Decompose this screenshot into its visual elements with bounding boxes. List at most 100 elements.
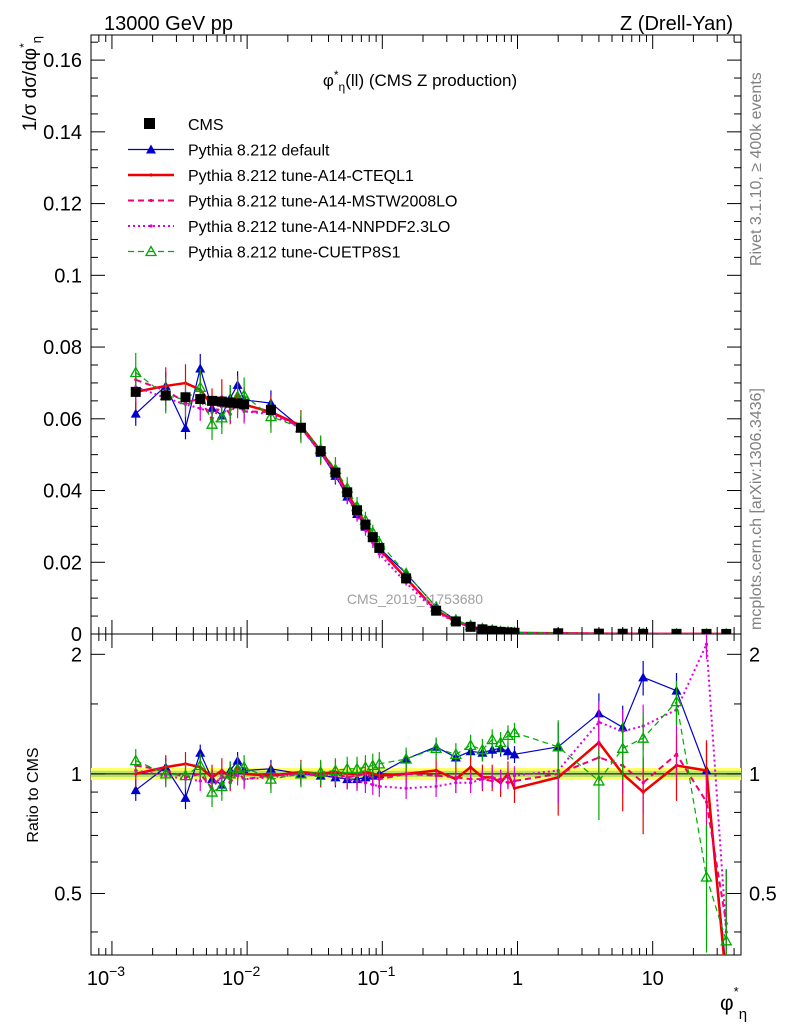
legend-marker bbox=[144, 118, 155, 129]
ratio-marker bbox=[314, 765, 327, 777]
ratio-marker bbox=[469, 765, 473, 769]
cms-data-point bbox=[342, 487, 353, 498]
ratio-line-1 bbox=[135, 676, 726, 955]
ratio-marker bbox=[552, 740, 565, 752]
cms-data-point bbox=[352, 505, 363, 516]
ratio-marker bbox=[404, 786, 408, 790]
ratio-marker bbox=[508, 726, 521, 738]
ratio-marker bbox=[592, 774, 606, 786]
cms-data-point bbox=[721, 628, 732, 634]
legend-marker bbox=[149, 198, 153, 203]
legend-label: Pythia 8.212 default bbox=[188, 143, 330, 160]
cms-data-point bbox=[487, 625, 498, 634]
ratio-y-tick-label: 1 bbox=[71, 764, 82, 786]
series-marker bbox=[264, 410, 278, 422]
ratio-frame bbox=[90, 633, 742, 956]
series-marker bbox=[371, 541, 375, 545]
ratio-marker bbox=[180, 792, 191, 802]
cms-data-point bbox=[374, 542, 385, 553]
ratio-marker bbox=[130, 785, 141, 795]
ratio-marker bbox=[674, 752, 679, 756]
legend-label: Pythia 8.212 tune-A14-CTEQL1 bbox=[188, 168, 414, 185]
legend-label: Pythia 8.212 tune-A14-MSTW2008LO bbox=[188, 194, 457, 211]
cms-data-point bbox=[315, 446, 326, 457]
ratio-marker bbox=[638, 672, 649, 682]
ratio-marker bbox=[509, 749, 520, 759]
ratio-marker bbox=[494, 736, 507, 748]
plot-title: φ*η(ll) (CMS Z production) bbox=[323, 68, 517, 94]
ratio-marker bbox=[404, 772, 408, 776]
cms-data-point bbox=[232, 398, 243, 409]
x-tick-label: 10−3 bbox=[87, 963, 125, 990]
ratio-marker bbox=[486, 733, 499, 745]
ratio-marker bbox=[359, 760, 372, 772]
ratio-marker bbox=[464, 739, 477, 750]
ratio-line-5 bbox=[135, 701, 727, 941]
legend-label: Pythia 8.212 tune-A14-NNPDF2.3LO bbox=[188, 219, 450, 236]
cms-data-point bbox=[195, 394, 206, 405]
legend-marker bbox=[149, 224, 153, 228]
series-marker bbox=[198, 406, 202, 411]
ratio-marker bbox=[373, 757, 386, 769]
ratio-marker bbox=[195, 747, 206, 757]
series-marker bbox=[130, 408, 141, 418]
ratio-marker bbox=[329, 764, 342, 776]
cms-data-point bbox=[160, 390, 171, 401]
ratio-marker bbox=[502, 746, 513, 756]
legend-entry-2: Pythia 8.212 tune-A14-CTEQL1 bbox=[128, 168, 414, 185]
series-marker bbox=[195, 363, 206, 373]
legend-marker bbox=[146, 144, 156, 154]
legend-entry-3: Pythia 8.212 tune-A14-MSTW2008LO bbox=[128, 194, 457, 211]
process-label: Z (Drell-Yan) bbox=[620, 13, 733, 35]
ratio-marker bbox=[700, 870, 713, 882]
ratio-y-tick-label: 2 bbox=[71, 644, 82, 666]
ratio-y-tick-label-right: 2 bbox=[749, 644, 760, 666]
y-tick-label: 0.02 bbox=[43, 552, 82, 574]
ratio-marker bbox=[430, 741, 443, 753]
ratio-marker bbox=[371, 782, 375, 787]
y-tick-label: 0.16 bbox=[43, 50, 82, 72]
ratio-marker bbox=[725, 980, 728, 983]
ratio-marker bbox=[129, 754, 142, 766]
ratio-marker bbox=[597, 720, 601, 724]
series-marker bbox=[215, 411, 228, 423]
ratio-marker bbox=[434, 784, 438, 789]
cms-data-point bbox=[431, 605, 442, 616]
y-tick-label: 0.14 bbox=[43, 122, 82, 144]
cms-data-point bbox=[216, 396, 227, 407]
ratio-marker bbox=[721, 965, 731, 974]
ratio-marker bbox=[215, 780, 228, 792]
ratio-marker bbox=[720, 934, 733, 946]
cms-data-point bbox=[638, 628, 649, 634]
cms-data-point bbox=[265, 404, 276, 415]
ratio-marker bbox=[238, 760, 251, 772]
series-marker bbox=[129, 366, 142, 378]
ratio-marker bbox=[704, 800, 709, 804]
cms-data-point bbox=[502, 627, 513, 634]
ratio-marker bbox=[512, 786, 517, 790]
legend-entry-0: CMS bbox=[144, 117, 224, 134]
cms-data-point bbox=[180, 392, 191, 403]
ratio-y-tick-label: 0.5 bbox=[54, 883, 82, 905]
cms-data-point bbox=[295, 422, 306, 433]
legend: CMS Pythia 8.212 default Pythia 8.212 tune… bbox=[128, 117, 457, 262]
cms-data-point bbox=[450, 616, 461, 627]
ratio-marker bbox=[194, 759, 207, 771]
x-tick-label: 10 bbox=[642, 968, 664, 990]
ratio-plot bbox=[91, 634, 741, 983]
main-plot bbox=[129, 352, 732, 634]
ratio-marker bbox=[341, 762, 354, 774]
series-marker bbox=[194, 380, 207, 392]
x-axis-label: φ*η bbox=[720, 984, 747, 1023]
ratio-marker bbox=[480, 777, 485, 781]
ratio-marker bbox=[350, 762, 364, 774]
energy-label: 13000 GeV pp bbox=[104, 13, 233, 35]
ratio-y-axis-label: Ratio to CMS bbox=[25, 747, 42, 842]
cms-data-point bbox=[225, 397, 236, 408]
ratio-marker bbox=[400, 752, 413, 764]
ratio-marker bbox=[499, 777, 503, 781]
legend-marker bbox=[144, 245, 158, 257]
ratio-marker bbox=[179, 769, 192, 781]
ratio-marker bbox=[670, 695, 683, 707]
